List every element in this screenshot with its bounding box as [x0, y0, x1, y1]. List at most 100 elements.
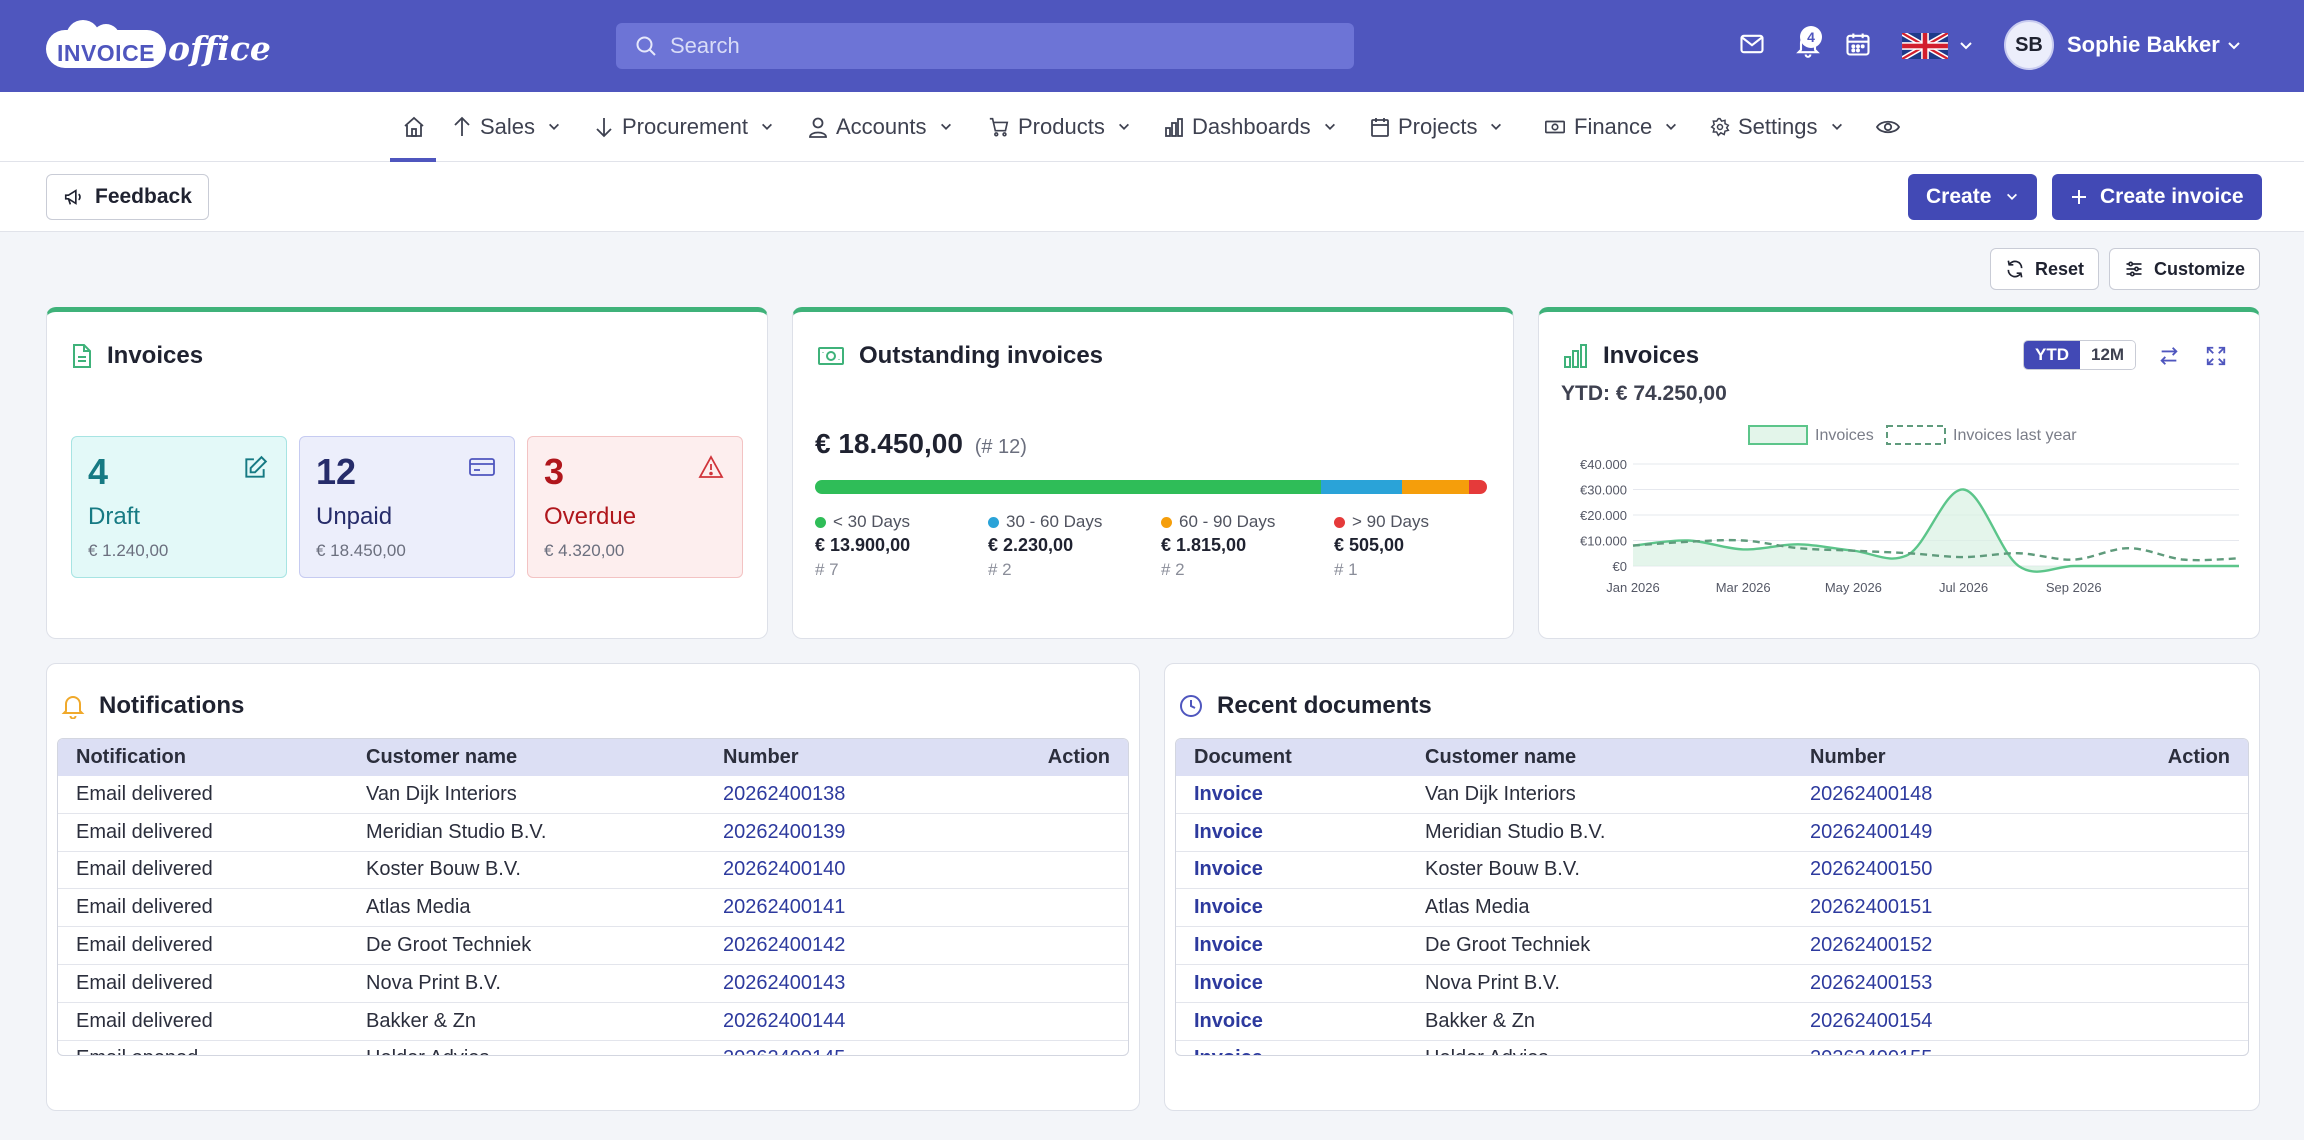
document-type-link[interactable]: Invoice — [1194, 934, 1263, 957]
customer-name-cell: Atlas Media — [366, 896, 471, 919]
table-row[interactable]: Invoice Koster Bouw B.V. 20262400150 — [1176, 852, 2248, 890]
user-name[interactable]: Sophie Bakker — [2067, 32, 2220, 57]
aging-progress-bar — [815, 480, 1487, 494]
clock-icon — [1179, 694, 1203, 718]
card-header: Notifications — [61, 692, 244, 720]
document-number-link[interactable]: 20262400141 — [723, 896, 846, 919]
nav-label: Settings — [1738, 114, 1818, 139]
outstanding-total: € 18.450,00 (# 12) — [815, 428, 1027, 460]
document-number-link[interactable]: 20262400153 — [1810, 971, 1933, 994]
chevron-down-icon — [2005, 190, 2019, 204]
reset-button[interactable]: Reset — [1990, 248, 2100, 290]
document-type-link[interactable]: Invoice — [1194, 782, 1263, 805]
swap-icon[interactable] — [2158, 345, 2180, 367]
aging-amount: € 1.815,00 — [1161, 535, 1247, 555]
customize-button[interactable]: Customize — [2109, 248, 2261, 290]
x-tick-label: Sep 2026 — [2046, 580, 2102, 595]
create-invoice-button[interactable]: Create invoice — [2052, 174, 2262, 220]
table-row[interactable]: Invoice Meridian Studio B.V. 20262400149 — [1176, 814, 2248, 852]
customer-name-cell: Koster Bouw B.V. — [1425, 858, 1580, 881]
avatar[interactable]: SB — [2004, 20, 2054, 70]
document-number-link[interactable]: 20262400152 — [1810, 934, 1933, 957]
stat-label: Draft — [88, 503, 141, 530]
stat-label: Unpaid — [316, 503, 393, 530]
document-type-link[interactable]: Invoice — [1194, 1047, 1263, 1055]
document-number-link[interactable]: 20262400144 — [723, 1009, 846, 1032]
customer-name-cell: Meridian Studio B.V. — [366, 820, 547, 843]
create-dropdown-button[interactable]: Create — [1908, 174, 2038, 220]
chevron-down-icon — [939, 120, 953, 134]
nav-label: Accounts — [836, 114, 927, 139]
stat-draft[interactable]: 4 Draft € 1.240,00 — [71, 436, 287, 578]
calendar-icon[interactable] — [1844, 30, 1872, 58]
search-input[interactable] — [670, 33, 1310, 59]
table-row[interactable]: Invoice Van Dijk Interiors 20262400148 — [1176, 776, 2248, 814]
document-type-link[interactable]: Invoice — [1194, 1009, 1263, 1032]
table-row[interactable]: Email delivered Bakker & Zn 20262400144 — [58, 1003, 1128, 1041]
document-type-link[interactable]: Invoice — [1194, 896, 1263, 919]
document-number-link[interactable]: 20262400139 — [723, 820, 846, 843]
card-header: Invoices — [1563, 342, 1699, 370]
nav-sales[interactable]: Sales — [452, 92, 561, 162]
document-number-link[interactable]: 20262400140 — [723, 858, 846, 881]
nav-finance[interactable]: Finance — [1544, 92, 1678, 162]
table-row[interactable]: Invoice De Groot Techniek 20262400152 — [1176, 927, 2248, 965]
table-row[interactable]: Email delivered Koster Bouw B.V. 202624001… — [58, 852, 1128, 890]
uk-flag-icon[interactable] — [1902, 33, 1948, 59]
document-number-link[interactable]: 20262400142 — [723, 934, 846, 957]
table-row[interactable]: Invoice Helder Advies 20262400155 — [1176, 1041, 2248, 1055]
stat-overdue[interactable]: 3 Overdue € 4.320,00 — [527, 436, 743, 578]
notification-cell: Email delivered — [76, 896, 213, 919]
notification-cell: Email delivered — [76, 858, 213, 881]
document-number-link[interactable]: 20262400151 — [1810, 896, 1933, 919]
logo-suffix: office — [168, 28, 271, 68]
customer-name-cell: Koster Bouw B.V. — [366, 858, 521, 881]
aging-count: # 2 — [1161, 560, 1185, 579]
nav-procurement[interactable]: Procurement — [594, 92, 774, 162]
nav-accounts[interactable]: Accounts — [808, 92, 953, 162]
document-type-link[interactable]: Invoice — [1194, 858, 1263, 881]
ytd-toggle-button[interactable]: YTD — [2024, 341, 2080, 369]
document-number-link[interactable]: 20262400149 — [1810, 820, 1933, 843]
feedback-button[interactable]: Feedback — [46, 174, 209, 220]
stat-unpaid[interactable]: 12 Unpaid € 18.450,00 — [299, 436, 515, 578]
table-row[interactable]: Invoice Nova Print B.V. 20262400153 — [1176, 965, 2248, 1003]
nav-preview[interactable] — [1876, 92, 1900, 162]
series-line-0 — [1632, 488, 2239, 573]
document-type-link[interactable]: Invoice — [1194, 820, 1263, 843]
user-menu-chevron-down-icon[interactable] — [2226, 38, 2242, 54]
document-number-link[interactable]: 20262400138 — [723, 782, 846, 805]
nav-projects[interactable]: Projects — [1370, 92, 1503, 162]
table-row[interactable]: Invoice Atlas Media 20262400151 — [1176, 889, 2248, 928]
table-row[interactable]: Email opened Helder Advies 20262400145 — [58, 1041, 1128, 1055]
document-number-link[interactable]: 20262400143 — [723, 971, 846, 994]
expand-icon[interactable] — [2205, 345, 2227, 367]
table-row[interactable]: Email delivered Nova Print B.V. 2026240014… — [58, 965, 1128, 1003]
document-number-link[interactable]: 20262400155 — [1810, 1047, 1932, 1055]
table-row[interactable]: Email delivered De Groot Techniek 20262400… — [58, 927, 1128, 965]
app-logo[interactable]: INVOICE office — [46, 20, 271, 70]
document-number-link[interactable]: 20262400148 — [1810, 782, 1933, 805]
nav-settings[interactable]: Settings — [1710, 92, 1844, 162]
table-row[interactable]: Email delivered Atlas Media 20262400141 — [58, 889, 1128, 928]
document-number-link[interactable]: 20262400145 — [723, 1047, 845, 1055]
nav-label: Dashboards — [1192, 114, 1311, 139]
table-row[interactable]: Email delivered Van Dijk Interiors 2026240… — [58, 776, 1128, 814]
document-number-link[interactable]: 20262400150 — [1810, 858, 1933, 881]
nav-products[interactable]: Products — [988, 92, 1131, 162]
table-row[interactable]: Invoice Bakker & Zn 20262400154 — [1176, 1003, 2248, 1041]
document-type-link[interactable]: Invoice — [1194, 971, 1263, 994]
language-chevron-down-icon[interactable] — [1958, 38, 1974, 54]
mail-icon[interactable] — [1738, 30, 1766, 58]
invoices-card: Invoices 4 Draft € 1.240,00 12 Unpaid € … — [46, 307, 768, 639]
document-number-link[interactable]: 20262400154 — [1810, 1009, 1933, 1032]
card-title: Notifications — [99, 692, 245, 719]
table-row[interactable]: Email delivered Meridian Studio B.V. 20262… — [58, 814, 1128, 852]
nav-dashboards[interactable]: Dashboards — [1164, 92, 1337, 162]
nav-home[interactable] — [402, 92, 426, 162]
aging-count: # 2 — [988, 560, 1012, 579]
12m-toggle-button[interactable]: 12M — [2080, 341, 2136, 369]
bar-chart-icon — [1164, 116, 1184, 138]
megaphone-icon — [63, 186, 85, 208]
search-box[interactable] — [616, 23, 1354, 69]
